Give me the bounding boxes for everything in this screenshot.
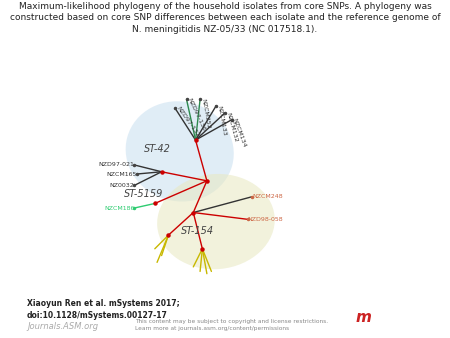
- Text: NZ0032: NZ0032: [110, 183, 135, 188]
- Text: NZCM134: NZCM134: [232, 118, 247, 148]
- Text: ST-42: ST-42: [144, 144, 171, 154]
- Text: Journals.ASM.org: Journals.ASM.org: [27, 322, 98, 331]
- Text: NZCM165: NZCM165: [106, 172, 137, 176]
- Text: NZD97-132: NZD97-132: [175, 105, 200, 138]
- Text: NZCM186: NZCM186: [104, 206, 135, 211]
- Text: NZCM248: NZCM248: [252, 194, 283, 199]
- Ellipse shape: [126, 101, 234, 201]
- Text: This content may be subject to copyright and license restrictions.
Learn more at: This content may be subject to copyright…: [135, 319, 328, 331]
- Text: NZCM252: NZCM252: [200, 98, 210, 129]
- Ellipse shape: [157, 174, 275, 269]
- Text: ST-5159: ST-5159: [124, 189, 163, 199]
- Text: Systems: Systems: [382, 313, 428, 323]
- Text: NZD98-058: NZD98-058: [248, 217, 283, 222]
- Text: ST-154: ST-154: [181, 226, 214, 236]
- Text: NZCM133: NZCM133: [216, 105, 226, 136]
- Text: Maximum-likelihood phylogeny of the household isolates from core SNPs. A phyloge: Maximum-likelihood phylogeny of the hous…: [10, 2, 440, 33]
- Text: NZD97-021: NZD97-021: [99, 163, 135, 167]
- Text: Xiaoyun Ren et al. mSystems 2017;
doi:10.1128/mSystems.00127-17: Xiaoyun Ren et al. mSystems 2017; doi:10…: [27, 299, 180, 320]
- Text: NZCM132: NZCM132: [225, 112, 238, 143]
- Text: NZD97-136: NZD97-136: [186, 97, 206, 132]
- Text: m: m: [356, 310, 371, 325]
